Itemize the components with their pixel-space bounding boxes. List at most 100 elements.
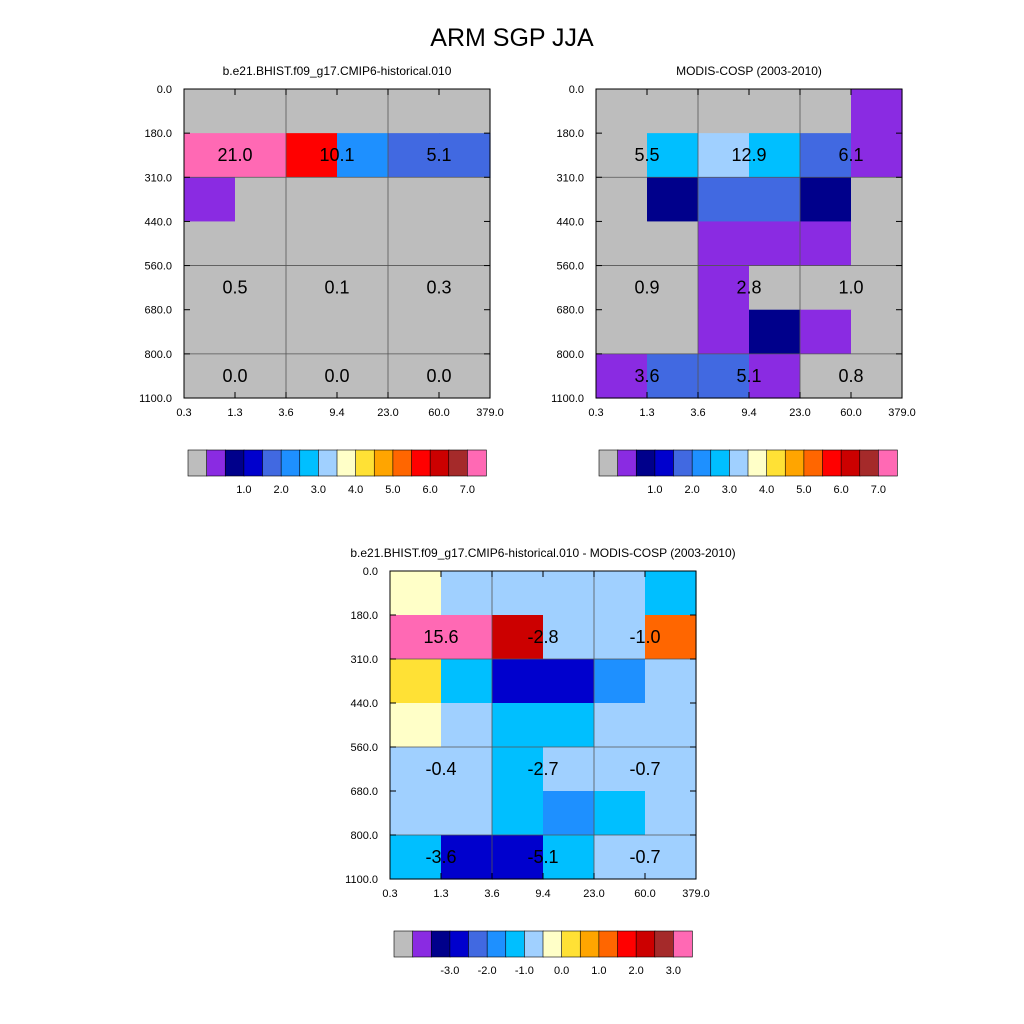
cell-value-label: 5.1 [426, 145, 451, 165]
y-tick-label: 310.0 [350, 654, 378, 666]
heatmap-cell [596, 265, 648, 311]
colorbar-label: -3.0 [440, 965, 459, 977]
y-tick-label: 560.0 [144, 261, 172, 273]
colorbar-swatch [635, 930, 656, 958]
y-tick-label: 800.0 [556, 349, 584, 361]
heatmap-cell [851, 133, 903, 178]
colorbar-label: -2.0 [478, 965, 497, 977]
heatmap-cell [492, 571, 544, 616]
heatmap-cell [594, 659, 646, 704]
heatmap-cell [439, 221, 491, 267]
heatmap-cell [390, 791, 442, 836]
heatmap-cell [390, 571, 442, 616]
y-tick-label: 560.0 [556, 261, 584, 273]
heatmap-cell [543, 659, 595, 704]
panel-title: MODIS-COSP (2003-2010) [676, 64, 822, 78]
panel-title: b.e21.BHIST.f09_g17.CMIP6-historical.010 [223, 64, 452, 78]
heatmap-cell [851, 265, 903, 311]
x-tick-label: 9.4 [741, 407, 756, 419]
heatmap-cell [184, 133, 236, 178]
heatmap-cell [645, 659, 697, 704]
y-tick-label: 440.0 [556, 216, 584, 228]
colorbar-swatch [710, 449, 731, 477]
colorbar-swatch [617, 449, 637, 477]
cell-value-label: 0.1 [324, 278, 349, 298]
heatmap-cell [439, 265, 491, 311]
heatmap-cell [235, 221, 287, 267]
cell-value-label: -0.4 [425, 759, 456, 779]
cell-value-label: -0.7 [629, 847, 660, 867]
heatmap-cell [596, 309, 648, 355]
x-tick-label: 23.0 [789, 407, 810, 419]
heatmap-cell [492, 791, 544, 836]
x-tick-label: 0.3 [176, 407, 191, 419]
heatmap-cell [543, 571, 595, 616]
heatmap-cell [645, 747, 697, 792]
heatmap-cell [647, 177, 699, 223]
colorbar-label: 2.0 [684, 484, 699, 496]
x-tick-label: 60.0 [840, 407, 861, 419]
heatmap-cell [235, 265, 287, 311]
colorbar-swatch [355, 449, 375, 477]
colorbar-swatch [635, 449, 656, 477]
colorbar-swatch [859, 449, 880, 477]
cell-value-label: -0.7 [629, 759, 660, 779]
heatmap-cell [184, 177, 236, 223]
colorbar-label: 3.0 [311, 484, 326, 496]
heatmap-cell [645, 571, 697, 616]
cell-value-label: -3.6 [425, 847, 456, 867]
x-tick-label: 1.3 [433, 888, 448, 900]
heatmap-cell [235, 309, 287, 355]
heatmap-cell [337, 89, 389, 134]
colorbar-swatch [392, 449, 413, 477]
y-tick-label: 180.0 [350, 610, 378, 622]
colorbar-swatch [729, 449, 749, 477]
heatmap-cell [698, 353, 750, 399]
y-tick-label: 680.0 [556, 305, 584, 317]
cell-value-label: 3.6 [634, 366, 659, 386]
colorbar-swatch [691, 449, 712, 477]
colorbar-swatch [654, 449, 675, 477]
heatmap-cell [543, 791, 595, 836]
colorbar-swatch [468, 930, 488, 958]
heatmap-cell [390, 835, 442, 880]
x-tick-label: 3.6 [690, 407, 705, 419]
heatmap-cell [235, 89, 287, 134]
heatmap-cell [645, 703, 697, 748]
cell-value-label: 10.1 [319, 145, 354, 165]
heatmap-cell [388, 133, 440, 178]
heatmap-cell [543, 703, 595, 748]
cell-value-label: -2.7 [527, 759, 558, 779]
x-tick-label: 0.3 [588, 407, 603, 419]
cell-value-label: 1.0 [838, 278, 863, 298]
heatmap-cell [337, 265, 389, 311]
heatmap-cell [286, 177, 338, 223]
heatmap-cell [800, 353, 852, 399]
heatmap-cell [388, 353, 440, 399]
colorbar-swatch [822, 449, 842, 477]
colorbar-swatch [766, 449, 786, 477]
colorbar-swatch [299, 449, 320, 477]
heatmap-cell [337, 177, 389, 223]
heatmap-cell [594, 571, 646, 616]
colorbar-label: 4.0 [348, 484, 363, 496]
cell-value-label: 12.9 [731, 145, 766, 165]
heatmap-cell [184, 353, 236, 399]
heatmap-cell [286, 353, 338, 399]
heatmap-cell [800, 221, 852, 267]
heatmap-cell [698, 177, 750, 223]
heatmap-cell [388, 177, 440, 223]
colorbar-swatch [373, 449, 394, 477]
cell-value-label: 6.1 [838, 145, 863, 165]
heatmap-cell [235, 353, 287, 399]
heatmap-cell [645, 835, 697, 880]
colorbar-swatch [505, 930, 526, 958]
heatmap-cell [645, 615, 697, 660]
heatmap-cell [594, 747, 646, 792]
heatmap-cell [441, 615, 493, 660]
colorbar-label: 1.0 [236, 484, 251, 496]
heatmap-cell [390, 659, 442, 704]
heatmap-cell [543, 835, 595, 880]
colorbar-label: 5.0 [796, 484, 811, 496]
